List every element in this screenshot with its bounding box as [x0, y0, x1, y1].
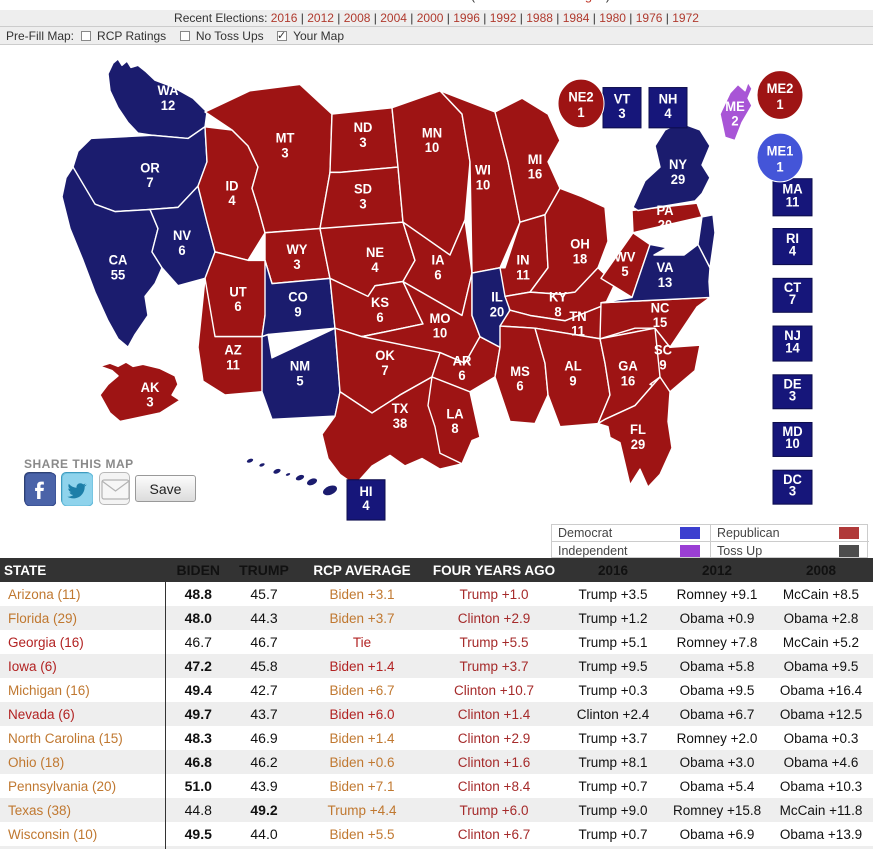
svg-text:UT: UT	[229, 284, 247, 299]
svg-text:MN: MN	[422, 125, 442, 140]
svg-text:ME: ME	[725, 99, 745, 114]
svg-text:7: 7	[381, 362, 388, 377]
svg-text:38: 38	[393, 415, 408, 430]
svg-text:NM: NM	[290, 358, 310, 373]
svg-text:6: 6	[516, 378, 523, 393]
svg-text:16: 16	[528, 166, 542, 181]
svg-text:9: 9	[569, 373, 576, 388]
svg-text:7: 7	[789, 291, 796, 306]
svg-text:TX: TX	[392, 401, 409, 416]
svg-text:VA: VA	[656, 260, 673, 275]
svg-text:KY: KY	[549, 289, 567, 304]
svg-text:20: 20	[658, 217, 672, 232]
svg-text:MI: MI	[528, 152, 542, 167]
svg-text:WI: WI	[475, 162, 491, 177]
svg-text:NE: NE	[366, 245, 384, 260]
svg-text:13: 13	[658, 274, 672, 289]
svg-text:8: 8	[554, 304, 562, 319]
svg-text:3: 3	[618, 105, 625, 120]
svg-text:ID: ID	[226, 178, 239, 193]
svg-text:IA: IA	[432, 252, 445, 267]
svg-text:AZ: AZ	[224, 342, 241, 357]
svg-text:11: 11	[786, 194, 800, 209]
svg-text:ME1: ME1	[767, 143, 794, 158]
svg-text:KS: KS	[371, 295, 389, 310]
svg-text:3: 3	[146, 394, 153, 409]
svg-text:6: 6	[458, 368, 465, 383]
svg-text:7: 7	[146, 175, 153, 190]
svg-text:WY: WY	[287, 242, 308, 257]
svg-text:1: 1	[776, 159, 784, 174]
svg-text:29: 29	[631, 437, 645, 452]
svg-text:29: 29	[671, 172, 685, 187]
svg-text:MS: MS	[510, 364, 530, 379]
svg-text:3: 3	[359, 196, 366, 211]
svg-text:6: 6	[434, 267, 441, 282]
svg-text:4: 4	[371, 260, 379, 275]
svg-text:NE2: NE2	[568, 89, 593, 104]
svg-text:SC: SC	[654, 342, 672, 357]
svg-text:10: 10	[476, 177, 490, 192]
svg-text:3: 3	[359, 135, 366, 150]
svg-text:4: 4	[362, 498, 370, 513]
svg-text:5: 5	[621, 264, 629, 279]
WA	[108, 59, 207, 139]
svg-text:4: 4	[664, 105, 672, 120]
svg-text:9: 9	[659, 357, 666, 372]
svg-text:3: 3	[281, 145, 288, 160]
svg-text:WV: WV	[615, 249, 636, 264]
svg-text:OR: OR	[140, 160, 160, 175]
svg-text:11: 11	[571, 323, 585, 338]
svg-text:3: 3	[789, 388, 796, 403]
svg-text:15: 15	[653, 315, 668, 330]
svg-text:10: 10	[425, 140, 439, 155]
svg-text:1: 1	[577, 105, 585, 120]
svg-text:PA: PA	[656, 202, 673, 217]
svg-text:20: 20	[490, 304, 504, 319]
svg-text:ME2: ME2	[767, 81, 794, 96]
svg-text:16: 16	[621, 373, 635, 388]
svg-text:AL: AL	[564, 358, 581, 373]
svg-text:5: 5	[296, 373, 304, 388]
svg-text:18: 18	[573, 251, 588, 266]
svg-text:11: 11	[516, 267, 530, 282]
svg-text:OH: OH	[570, 236, 589, 251]
svg-text:10: 10	[433, 325, 447, 340]
svg-text:LA: LA	[446, 406, 464, 421]
svg-text:AR: AR	[453, 353, 472, 368]
svg-text:1: 1	[776, 96, 784, 111]
svg-text:6: 6	[234, 299, 241, 314]
svg-text:14: 14	[785, 340, 800, 355]
svg-text:3: 3	[789, 483, 796, 498]
svg-text:2: 2	[731, 113, 738, 128]
svg-text:NC: NC	[651, 300, 670, 315]
svg-text:4: 4	[789, 243, 797, 258]
svg-text:3: 3	[293, 256, 300, 271]
svg-text:MO: MO	[430, 311, 451, 326]
svg-text:6: 6	[178, 243, 185, 258]
svg-text:IL: IL	[491, 289, 503, 304]
svg-text:IN: IN	[517, 252, 530, 267]
svg-text:55: 55	[111, 267, 126, 282]
svg-text:CO: CO	[288, 289, 307, 304]
svg-text:GA: GA	[618, 358, 638, 373]
svg-text:SD: SD	[354, 181, 372, 196]
svg-text:NV: NV	[173, 228, 191, 243]
svg-text:9: 9	[294, 304, 301, 319]
svg-text:FL: FL	[630, 422, 646, 437]
svg-text:TN: TN	[569, 308, 586, 323]
svg-text:11: 11	[226, 357, 240, 372]
svg-text:ND: ND	[354, 120, 373, 135]
svg-text:12: 12	[161, 97, 175, 112]
svg-text:8: 8	[451, 421, 459, 436]
svg-text:4: 4	[228, 193, 236, 208]
svg-text:WA: WA	[158, 83, 179, 98]
svg-text:NY: NY	[669, 157, 687, 172]
svg-text:10: 10	[785, 436, 799, 451]
svg-text:CA: CA	[109, 252, 128, 267]
svg-text:MT: MT	[276, 130, 296, 145]
svg-text:AK: AK	[141, 379, 160, 394]
svg-text:OK: OK	[375, 348, 395, 363]
svg-text:6: 6	[376, 309, 383, 324]
